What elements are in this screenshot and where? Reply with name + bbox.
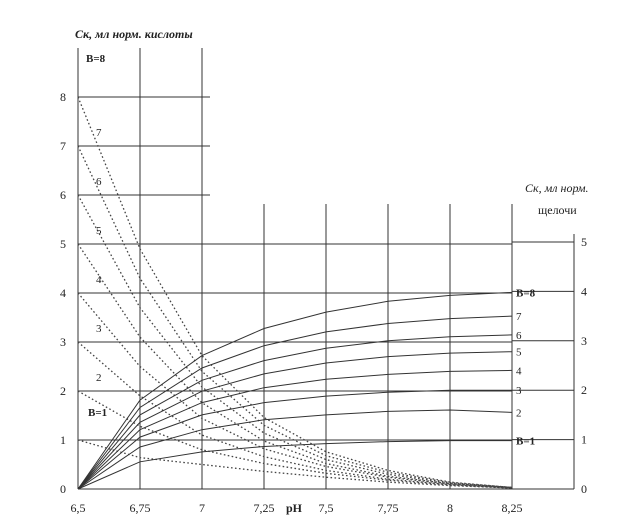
base-series-line	[77, 389, 512, 490]
x-tick-label: 7,75	[378, 501, 399, 515]
base-series-line	[77, 351, 513, 490]
base-series-label: 3	[516, 385, 522, 397]
right-axis-title-line1: Ск, мл норм.	[525, 181, 589, 195]
acid-series-label: 4	[96, 274, 102, 286]
grid: 6,5 6,75 7 7,25 7,5 7,75 8 8,25 0 1 2 3 4 5 6 7 8 0 1 2 3 4 5	[60, 48, 587, 515]
acid-series-line	[77, 390, 513, 489]
x-tick-label: 7,25	[254, 501, 275, 515]
right-tick-label: 1	[581, 433, 587, 447]
left-tick-label: 5	[60, 237, 66, 251]
base-series-line	[77, 440, 512, 490]
acid-series-label: B=1	[88, 407, 107, 419]
acid-series-label: 3	[96, 323, 102, 335]
acid-series-label: 7	[96, 127, 102, 139]
right-tick-label: 5	[581, 235, 587, 249]
x-axis-label: pH	[286, 501, 303, 515]
base-series-line	[77, 315, 513, 490]
right-tick-label: 0	[581, 482, 587, 496]
right-tick-label: 3	[581, 334, 587, 348]
base-series-label: 2	[516, 407, 522, 419]
x-tick-label: 7	[199, 501, 205, 515]
left-axis-title: Ск, мл норм. кислоты	[75, 27, 193, 41]
acid-series-line	[77, 194, 513, 489]
right-axis-title-line2: щелочи	[538, 203, 577, 217]
base-series-line	[77, 369, 513, 490]
acid-series-label: 2	[96, 372, 102, 384]
left-tick-label: 3	[60, 335, 66, 349]
left-tick-label: 2	[60, 384, 66, 398]
acid-series-line	[77, 439, 513, 489]
x-tick-label: 8,25	[502, 501, 523, 515]
left-tick-label: 4	[60, 286, 66, 300]
acid-curves	[77, 96, 513, 489]
base-series-line	[77, 291, 513, 490]
acid-series-line	[77, 341, 513, 489]
base-series-label: 5	[516, 347, 522, 359]
right-tick-label: 4	[581, 284, 587, 298]
acid-series-label: B=8	[86, 53, 106, 65]
base-series-label: B=1	[516, 436, 535, 448]
acid-series-label: 6	[96, 176, 102, 188]
acid-series-line	[77, 96, 513, 489]
left-tick-label: 6	[60, 188, 66, 202]
base-series-line	[77, 409, 513, 490]
base-series-label: 6	[516, 330, 522, 342]
base-series-label: B=8	[516, 287, 536, 299]
x-tick-label: 6,75	[130, 501, 151, 515]
right-tick-label: 2	[581, 383, 587, 397]
acid-series-label: 5	[96, 225, 102, 237]
x-tick-label: 8	[447, 501, 453, 515]
x-tick-label: 6,5	[71, 501, 86, 515]
base-series-label: 7	[516, 311, 522, 323]
labels: B=1 2 3 4 5 6 7 B=8 B=1 2 3 4 5 6 7 B=8	[86, 53, 536, 448]
acid-series-line	[77, 145, 513, 489]
x-tick-label: 7,5	[319, 501, 334, 515]
base-curves	[77, 291, 513, 490]
left-tick-label: 0	[60, 482, 66, 496]
left-tick-label: 8	[60, 90, 66, 104]
left-tick-label: 1	[60, 433, 66, 447]
acid-series-line	[77, 243, 513, 489]
base-series-line	[77, 334, 513, 490]
base-series-label: 4	[516, 365, 522, 377]
left-tick-label: 7	[60, 139, 66, 153]
